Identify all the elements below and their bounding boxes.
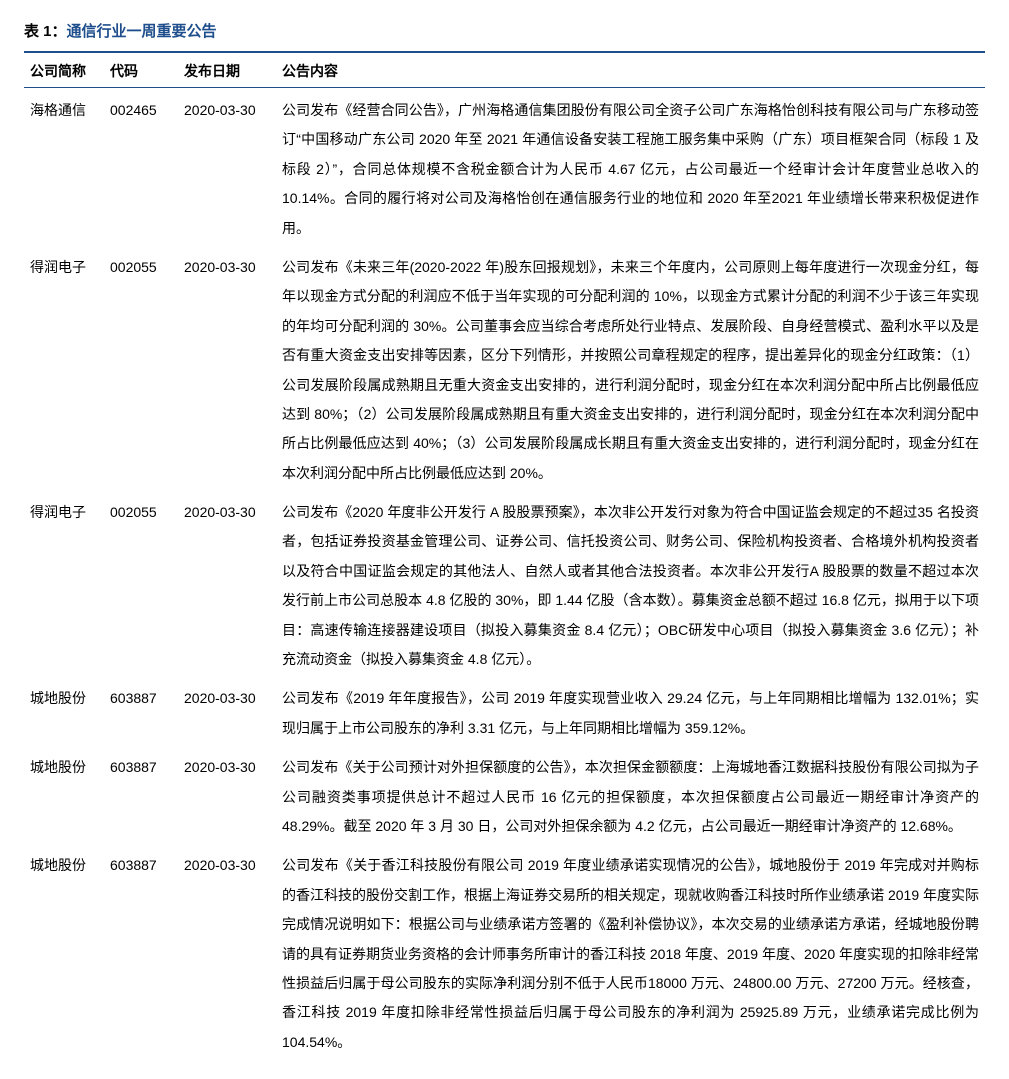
cell-content: 公司发布《未来三年(2020-2022 年)股东回报规划》，未来三个年度内，公司… (276, 245, 985, 490)
table-row: 城地股份6038872020-03-30公司发布《关于香江科技股份有限公司 20… (24, 843, 985, 1059)
title-text: 通信行业一周重要公告 (67, 23, 217, 40)
cell-content: 公司发布《经营合同公告》，广州海格通信集团股份有限公司全资子公司广东海格怡创科技… (276, 88, 985, 245)
cell-company: 城地股份 (24, 843, 104, 1059)
table-title: 表 1：通信行业一周重要公告 (24, 20, 985, 41)
cell-code: 603887 (104, 843, 178, 1059)
cell-code: 603887 (104, 745, 178, 843)
title-prefix: 表 1： (24, 23, 67, 40)
cell-content: 公司发布《2019 年年度报告》，公司 2019 年度实现营业收入 29.24 … (276, 676, 985, 745)
cell-date: 2020-03-30 (178, 88, 276, 245)
cell-date: 2020-03-30 (178, 745, 276, 843)
table-row: 得润电子0020552020-03-30公司发布《未来三年(2020-2022 … (24, 245, 985, 490)
announcements-table: 公司简称 代码 发布日期 公告内容 海格通信0024652020-03-30公司… (24, 51, 985, 1059)
col-header-code: 代码 (104, 52, 178, 88)
cell-company: 城地股份 (24, 745, 104, 843)
cell-content: 公司发布《关于香江科技股份有限公司 2019 年度业绩承诺实现情况的公告》，城地… (276, 843, 985, 1059)
cell-code: 002055 (104, 245, 178, 490)
cell-company: 得润电子 (24, 490, 104, 676)
cell-date: 2020-03-30 (178, 676, 276, 745)
cell-content: 公司发布《关于公司预计对外担保额度的公告》，本次担保金额额度：上海城地香江数据科… (276, 745, 985, 843)
table-row: 城地股份6038872020-03-30公司发布《2019 年年度报告》，公司 … (24, 676, 985, 745)
cell-company: 海格通信 (24, 88, 104, 245)
col-header-company: 公司简称 (24, 52, 104, 88)
cell-code: 603887 (104, 676, 178, 745)
table-row: 城地股份6038872020-03-30公司发布《关于公司预计对外担保额度的公告… (24, 745, 985, 843)
table-header-row: 公司简称 代码 发布日期 公告内容 (24, 52, 985, 88)
cell-company: 城地股份 (24, 676, 104, 745)
col-header-date: 发布日期 (178, 52, 276, 88)
cell-company: 得润电子 (24, 245, 104, 490)
cell-code: 002465 (104, 88, 178, 245)
table-row: 得润电子0020552020-03-30公司发布《2020 年度非公开发行 A … (24, 490, 985, 676)
cell-date: 2020-03-30 (178, 843, 276, 1059)
cell-content: 公司发布《2020 年度非公开发行 A 股股票预案》，本次非公开发行对象为符合中… (276, 490, 985, 676)
cell-date: 2020-03-30 (178, 490, 276, 676)
cell-code: 002055 (104, 490, 178, 676)
cell-date: 2020-03-30 (178, 245, 276, 490)
col-header-content: 公告内容 (276, 52, 985, 88)
table-row: 海格通信0024652020-03-30公司发布《经营合同公告》，广州海格通信集… (24, 88, 985, 245)
